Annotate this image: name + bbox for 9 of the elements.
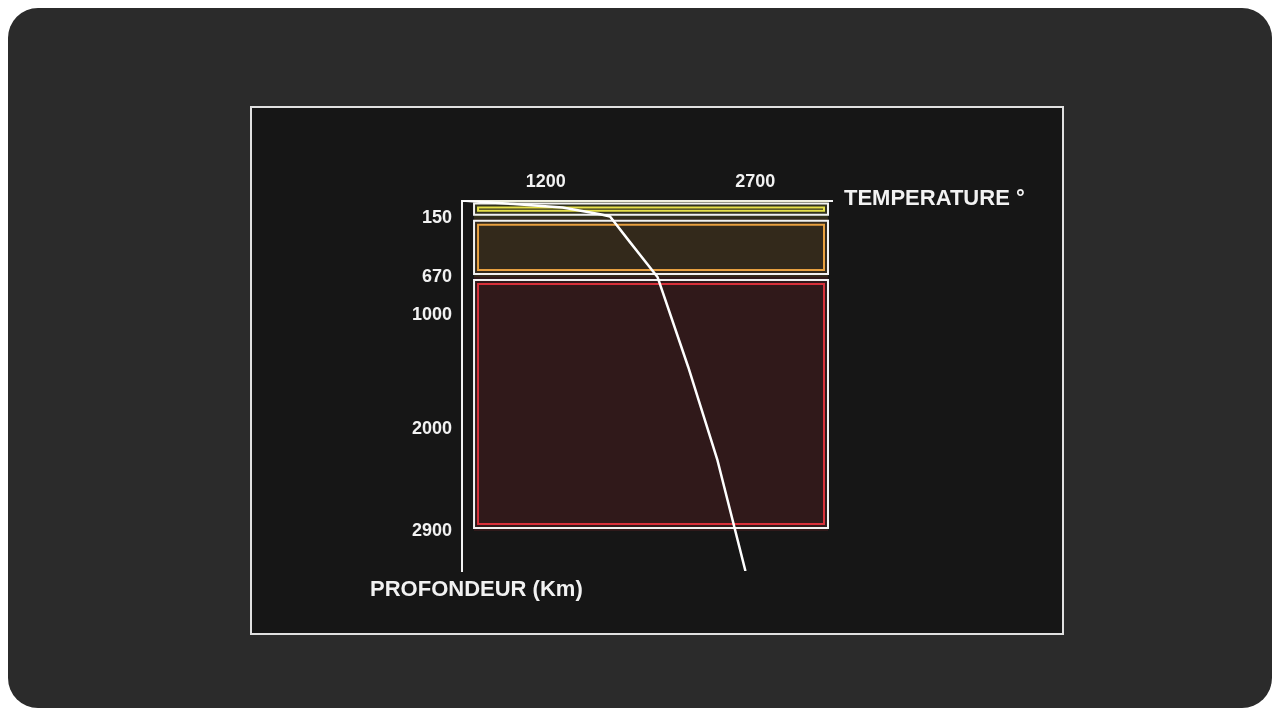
- y-tick-label: 150: [422, 206, 453, 227]
- y-tick-label: 670: [422, 265, 453, 286]
- y-tick-label: 1000: [412, 303, 453, 324]
- y-axis-title: PROFONDEUR (Km): [370, 576, 583, 602]
- x-tick-label: 1200: [525, 170, 566, 191]
- x-axis-title: TEMPERATURE °: [844, 184, 1025, 210]
- y-tick-label: 2000: [412, 417, 453, 438]
- y-tick-label: 2900: [412, 520, 453, 541]
- x-tick-label: 2700: [735, 170, 776, 191]
